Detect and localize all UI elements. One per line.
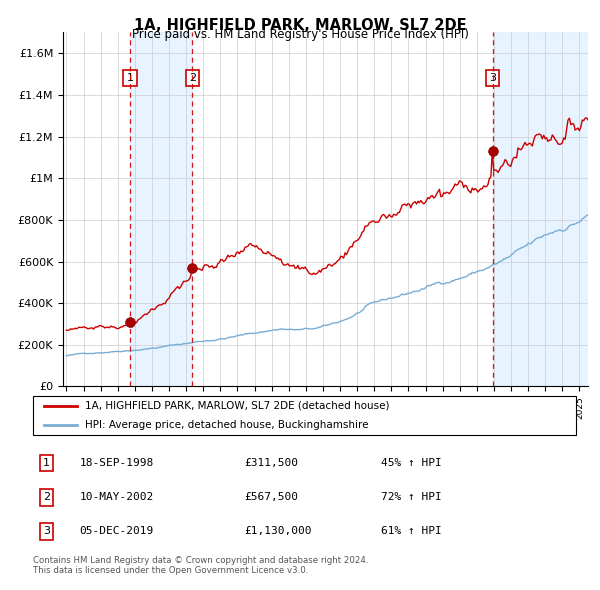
FancyBboxPatch shape — [33, 396, 576, 435]
Text: 2: 2 — [43, 492, 50, 502]
Text: 3: 3 — [43, 526, 50, 536]
Text: 3: 3 — [489, 73, 496, 83]
Text: £1,130,000: £1,130,000 — [244, 526, 311, 536]
Text: £567,500: £567,500 — [244, 492, 298, 502]
Text: This data is licensed under the Open Government Licence v3.0.: This data is licensed under the Open Gov… — [33, 566, 308, 575]
Text: 1: 1 — [43, 458, 50, 468]
Text: Contains HM Land Registry data © Crown copyright and database right 2024.: Contains HM Land Registry data © Crown c… — [33, 556, 368, 565]
Text: 45% ↑ HPI: 45% ↑ HPI — [382, 458, 442, 468]
Text: 1: 1 — [127, 73, 134, 83]
Text: 1A, HIGHFIELD PARK, MARLOW, SL7 2DE (detached house): 1A, HIGHFIELD PARK, MARLOW, SL7 2DE (det… — [85, 401, 389, 411]
Text: £311,500: £311,500 — [244, 458, 298, 468]
Text: 05-DEC-2019: 05-DEC-2019 — [79, 526, 154, 536]
Bar — [130, 32, 192, 386]
Text: 2: 2 — [189, 73, 196, 83]
Text: 10-MAY-2002: 10-MAY-2002 — [79, 492, 154, 502]
Text: Price paid vs. HM Land Registry's House Price Index (HPI): Price paid vs. HM Land Registry's House … — [131, 28, 469, 41]
Bar — [493, 32, 588, 386]
Text: HPI: Average price, detached house, Buckinghamshire: HPI: Average price, detached house, Buck… — [85, 420, 368, 430]
Text: 1A, HIGHFIELD PARK, MARLOW, SL7 2DE: 1A, HIGHFIELD PARK, MARLOW, SL7 2DE — [134, 18, 466, 32]
Text: 72% ↑ HPI: 72% ↑ HPI — [382, 492, 442, 502]
Text: 61% ↑ HPI: 61% ↑ HPI — [382, 526, 442, 536]
Text: 18-SEP-1998: 18-SEP-1998 — [79, 458, 154, 468]
